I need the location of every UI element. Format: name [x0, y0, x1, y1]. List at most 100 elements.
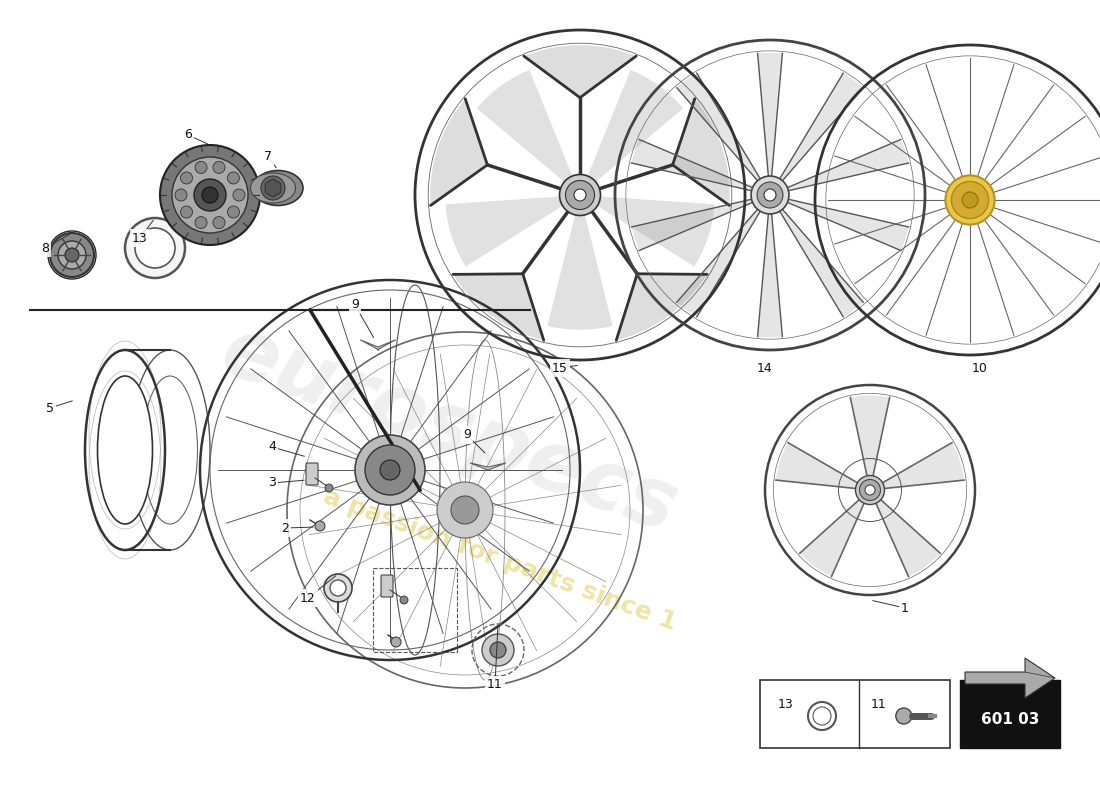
Circle shape: [379, 460, 400, 480]
Circle shape: [865, 485, 874, 495]
Text: 10: 10: [972, 362, 988, 374]
Circle shape: [856, 475, 884, 505]
Circle shape: [160, 145, 260, 245]
Text: 11: 11: [871, 698, 887, 711]
Circle shape: [65, 248, 79, 262]
Polygon shape: [672, 98, 729, 206]
Circle shape: [751, 176, 789, 214]
Polygon shape: [360, 340, 396, 350]
Text: eurospecs: eurospecs: [211, 310, 689, 550]
Circle shape: [172, 157, 248, 233]
Circle shape: [945, 175, 994, 225]
Polygon shape: [676, 206, 762, 317]
Circle shape: [565, 181, 594, 210]
Circle shape: [330, 580, 346, 596]
Circle shape: [962, 192, 978, 208]
Text: 14: 14: [757, 362, 773, 374]
Circle shape: [390, 637, 402, 647]
Polygon shape: [594, 196, 715, 266]
Bar: [760, 680, 950, 748]
Text: 6: 6: [184, 129, 191, 142]
Text: 9: 9: [351, 298, 359, 311]
Polygon shape: [430, 98, 487, 206]
Circle shape: [324, 574, 352, 602]
Circle shape: [952, 182, 989, 218]
Polygon shape: [800, 497, 866, 577]
Text: 5: 5: [46, 402, 54, 414]
Circle shape: [324, 484, 333, 492]
Circle shape: [180, 172, 192, 184]
Text: a passion for parts since 1: a passion for parts since 1: [320, 485, 680, 635]
Text: 601 03: 601 03: [981, 713, 1040, 727]
Text: 9: 9: [463, 429, 471, 442]
Circle shape: [228, 206, 240, 218]
Polygon shape: [850, 395, 890, 480]
Text: 1: 1: [901, 602, 909, 614]
Circle shape: [125, 218, 185, 278]
Circle shape: [365, 445, 415, 495]
Circle shape: [50, 233, 94, 277]
Polygon shape: [783, 198, 909, 250]
Circle shape: [228, 172, 240, 184]
FancyBboxPatch shape: [306, 463, 318, 485]
Circle shape: [58, 241, 86, 269]
Polygon shape: [676, 73, 762, 185]
Circle shape: [194, 179, 226, 211]
Circle shape: [315, 521, 324, 531]
Circle shape: [764, 189, 776, 201]
Circle shape: [213, 217, 226, 229]
Circle shape: [261, 176, 285, 200]
FancyBboxPatch shape: [381, 575, 393, 597]
Circle shape: [213, 162, 226, 174]
Polygon shape: [778, 206, 864, 317]
Polygon shape: [476, 70, 574, 184]
Circle shape: [482, 634, 514, 666]
Polygon shape: [631, 139, 757, 192]
Polygon shape: [616, 274, 707, 340]
Circle shape: [895, 708, 912, 724]
Polygon shape: [586, 70, 683, 184]
Circle shape: [757, 182, 783, 208]
Text: 2: 2: [282, 522, 289, 534]
Text: 4: 4: [268, 441, 276, 454]
Polygon shape: [1025, 672, 1055, 678]
Circle shape: [180, 206, 192, 218]
Polygon shape: [524, 45, 636, 98]
Ellipse shape: [251, 173, 296, 203]
Polygon shape: [758, 209, 782, 337]
Circle shape: [437, 482, 493, 538]
Circle shape: [233, 189, 245, 201]
Circle shape: [175, 189, 187, 201]
Polygon shape: [470, 463, 506, 470]
Circle shape: [574, 189, 586, 201]
Circle shape: [202, 187, 218, 203]
Polygon shape: [778, 73, 864, 185]
Text: 12: 12: [300, 591, 316, 605]
Polygon shape: [776, 442, 861, 489]
Bar: [960, 680, 1060, 748]
Text: 3: 3: [268, 477, 276, 490]
Text: 15: 15: [552, 362, 568, 374]
Polygon shape: [783, 139, 909, 192]
Circle shape: [451, 496, 478, 524]
Circle shape: [355, 435, 425, 505]
Polygon shape: [879, 442, 964, 489]
Polygon shape: [965, 658, 1055, 698]
Circle shape: [400, 596, 408, 604]
Polygon shape: [446, 196, 566, 266]
Text: 11: 11: [487, 678, 503, 691]
Ellipse shape: [253, 170, 302, 206]
Ellipse shape: [98, 376, 153, 524]
Circle shape: [560, 174, 601, 215]
Circle shape: [490, 642, 506, 658]
Text: 13: 13: [778, 698, 794, 711]
Polygon shape: [548, 211, 613, 330]
Polygon shape: [631, 198, 757, 250]
Polygon shape: [874, 497, 940, 577]
Polygon shape: [453, 274, 543, 340]
Text: 13: 13: [132, 231, 147, 245]
Circle shape: [195, 217, 207, 229]
Text: 7: 7: [264, 150, 272, 163]
Circle shape: [813, 707, 830, 725]
Circle shape: [195, 162, 207, 174]
